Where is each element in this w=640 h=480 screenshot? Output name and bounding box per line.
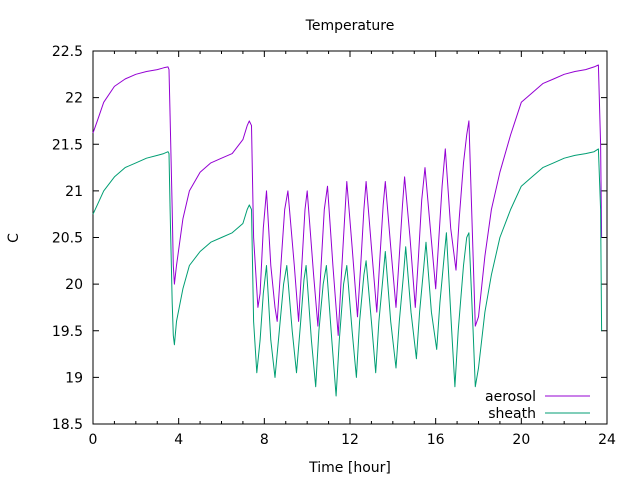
y-tick-label: 21 xyxy=(65,184,83,200)
x-axis-label: Time [hour] xyxy=(308,460,391,476)
y-tick-label: 18.5 xyxy=(52,417,83,433)
y-tick-label: 22 xyxy=(65,91,83,107)
plot-axes: 0 4 8 12 16 20 24 18.5 19 19.5 20 20.5 21 21.5 22 22.5 xyxy=(52,44,616,448)
y-tick-label: 21.5 xyxy=(52,137,83,153)
x-tick-label: 20 xyxy=(512,432,530,448)
x-tick-label: 8 xyxy=(260,432,269,448)
y-tick-label: 19.5 xyxy=(52,324,83,340)
plot-series xyxy=(92,64,603,397)
x-tick-label: 24 xyxy=(598,432,616,448)
series-line-aerosol xyxy=(92,64,603,336)
series-line-sheath xyxy=(92,148,603,397)
x-tick-label: 16 xyxy=(427,432,445,448)
legend-label-aerosol: aerosol xyxy=(485,389,536,405)
y-tick-label: 22.5 xyxy=(52,44,83,60)
legend-label-sheath: sheath xyxy=(488,406,536,422)
y-tick-label: 20.5 xyxy=(52,231,83,247)
y-tick-label: 20 xyxy=(65,277,83,293)
chart-title: Temperature xyxy=(305,18,395,34)
y-axis-label: C xyxy=(6,233,22,243)
x-tick-label: 12 xyxy=(341,432,359,448)
x-tick-label: 4 xyxy=(174,432,183,448)
y-tick-label: 19 xyxy=(65,370,83,386)
x-tick-label: 0 xyxy=(89,432,98,448)
